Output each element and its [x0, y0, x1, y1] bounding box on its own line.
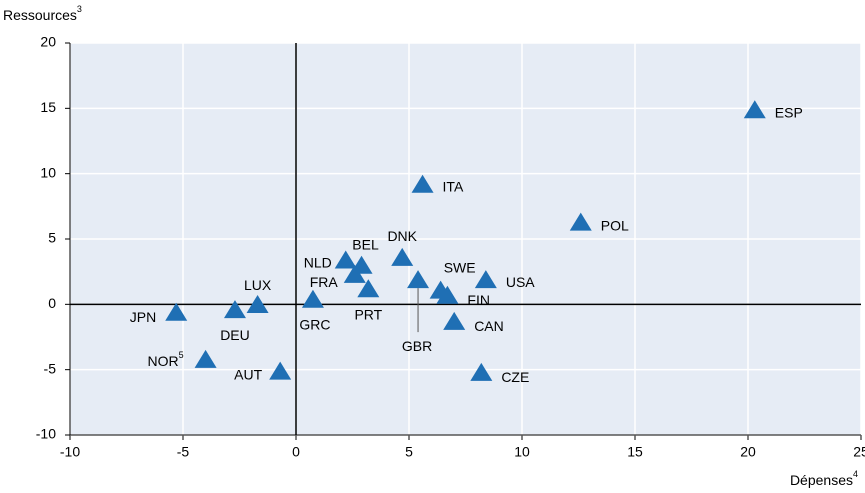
point-label-text: USA — [506, 274, 535, 290]
point-label-text: SWE — [444, 259, 476, 275]
point-label: ITA — [443, 178, 464, 194]
y-tick-label: 10 — [40, 164, 56, 180]
point-label: CZE — [501, 369, 529, 385]
point — [165, 302, 188, 321]
y-tick-label: 20 — [40, 34, 56, 50]
point-label-text: POL — [601, 217, 629, 233]
point — [474, 270, 497, 289]
point-label-text: DEU — [220, 327, 250, 343]
point — [411, 174, 434, 193]
point-label-text: NLD — [304, 254, 332, 270]
point — [334, 250, 357, 269]
point-label-text: AUT — [234, 366, 262, 382]
point-label-text: PRT — [354, 306, 382, 322]
x-tick-label: 0 — [292, 444, 300, 460]
point-label-text: ESP — [775, 104, 803, 120]
point — [223, 300, 246, 319]
point — [436, 285, 459, 304]
point-label-text: GBR — [402, 338, 432, 354]
x-tick-label: -5 — [177, 444, 190, 460]
point-label-note: 5 — [179, 350, 184, 360]
point — [569, 212, 592, 231]
point-label-text: CAN — [474, 318, 504, 334]
x-tick-label: 15 — [627, 444, 643, 460]
point — [407, 270, 430, 289]
point-label-text: DNK — [387, 228, 417, 244]
point-label-text: LUX — [244, 277, 272, 293]
y-tick-label: -5 — [44, 360, 57, 376]
point-label: NLD — [304, 254, 332, 270]
point-label-text: FIN — [467, 292, 490, 308]
point — [269, 361, 292, 380]
y-tick-label: 5 — [48, 230, 56, 246]
point-label: JPN — [130, 308, 156, 324]
point-label: ESP — [775, 104, 803, 120]
point-label-text: JPN — [130, 308, 156, 324]
point-label: SWE — [444, 259, 476, 275]
point-label-text: GRC — [299, 316, 330, 332]
point-label-text: ITA — [443, 178, 464, 194]
point-label-text: NOR — [147, 353, 178, 369]
point-label: GBR — [402, 338, 432, 354]
point-label-text: FRA — [310, 274, 339, 290]
x-tick-label: 25 — [853, 444, 865, 460]
y-tick-label: -10 — [36, 426, 56, 442]
x-tick-label: 10 — [514, 444, 530, 460]
point-label: BEL — [352, 236, 379, 252]
y-tick-label: 15 — [40, 99, 56, 115]
point-label: LUX — [244, 277, 272, 293]
point-label: CAN — [474, 318, 504, 334]
point — [357, 279, 380, 298]
point — [343, 264, 366, 283]
point-label: FRA — [310, 274, 339, 290]
point-label: AUT — [234, 366, 262, 382]
point — [246, 294, 269, 313]
point — [194, 349, 217, 368]
point-label-text: BEL — [352, 236, 379, 252]
point-label: NOR5 — [147, 350, 183, 368]
point-label: DNK — [387, 228, 417, 244]
point-label: USA — [506, 274, 535, 290]
y-tick-label: 0 — [48, 295, 56, 311]
point — [443, 311, 466, 330]
point — [743, 100, 766, 119]
x-axis-label: Dépenses4 — [790, 469, 858, 487]
x-tick-label: 20 — [740, 444, 756, 460]
point-label: PRT — [354, 306, 382, 322]
y-axis-label: Ressources3 — [3, 4, 82, 22]
point-label-text: CZE — [501, 369, 529, 385]
point-label: GRC — [299, 316, 330, 332]
point — [301, 289, 324, 308]
point-label: FIN — [467, 292, 490, 308]
point-label: DEU — [220, 327, 250, 343]
point-label: POL — [601, 217, 629, 233]
x-tick-label: 5 — [405, 444, 413, 460]
x-tick-label: -10 — [60, 444, 80, 460]
point — [391, 247, 414, 266]
point — [470, 362, 493, 381]
